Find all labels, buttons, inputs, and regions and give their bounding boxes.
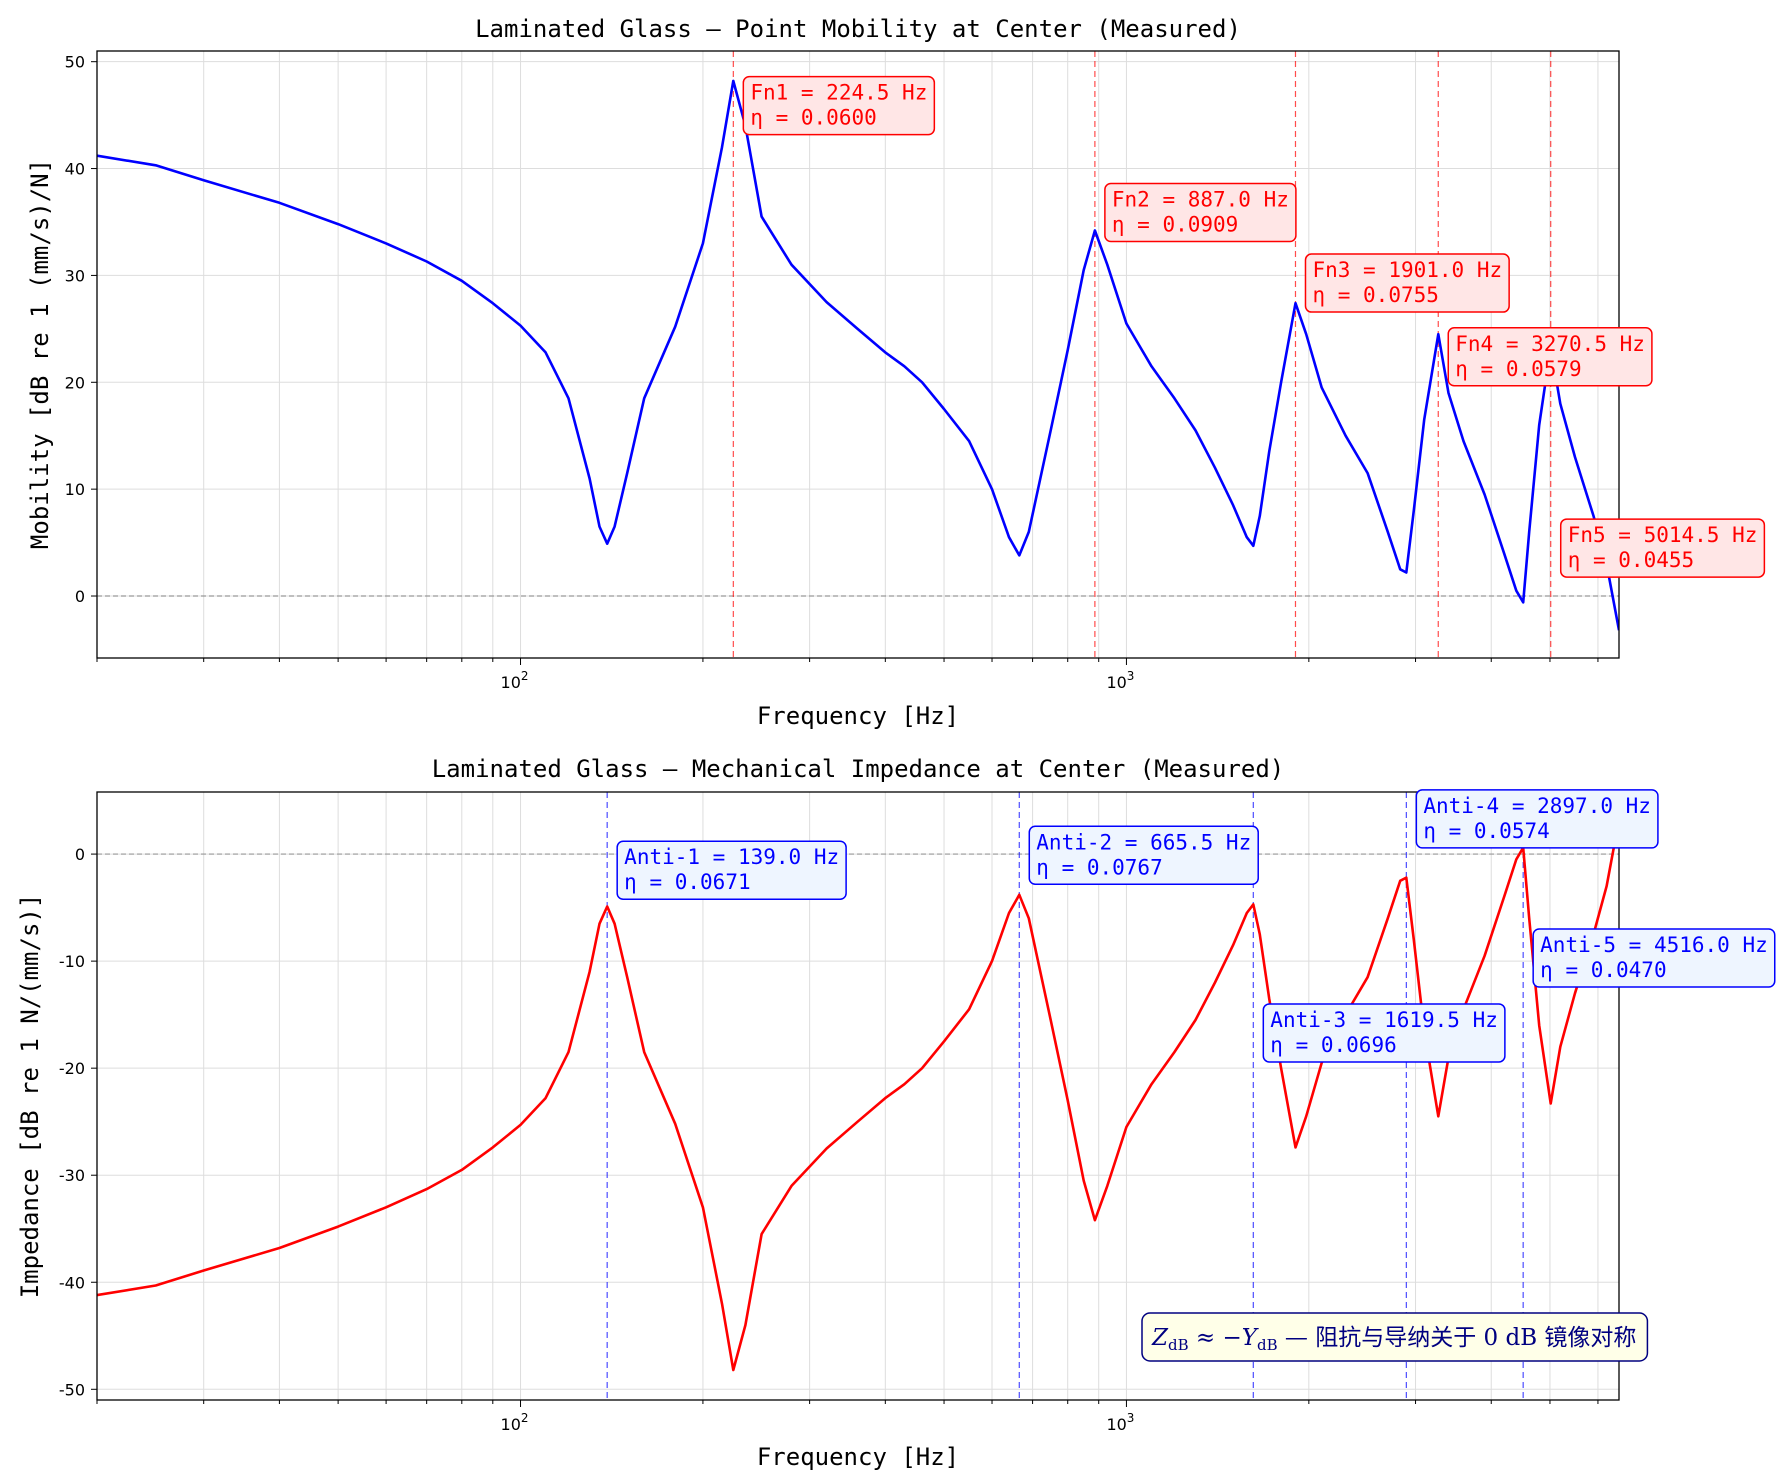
mobility-x-tick-label: 103 [1106,669,1134,692]
impedance-y-tick-label: 0 [75,845,85,864]
note-z-sub: dB [1168,1336,1189,1354]
mobility-annotation-eta: η = 0.0455 [1568,548,1694,572]
impedance-annotation-box [1415,789,1659,849]
mobility-y-tick-label: 40 [65,160,85,179]
mobility-annotation-2: Fn2 = 887.0 Hz η = 0.0909 [1104,182,1297,243]
impedance-annotation-label: Anti-3 = 1619.5 Hz [1270,1008,1498,1032]
mobility-annotation-eta: η = 0.0909 [1112,213,1238,237]
impedance-annotation-box [616,840,847,900]
note-rest: — 阻抗与导纳关于 0 dB 镜像对称 [1278,1325,1637,1351]
impedance-title: Laminated Glass — Mechanical Impedance a… [432,755,1285,783]
mobility-annotation-box [1559,518,1766,578]
note-y: Y [1242,1325,1260,1351]
mobility-annotation-box [742,75,936,136]
impedance-annotation-box [1532,928,1776,988]
impedance-x-tick-label: 102 [501,1411,529,1434]
mobility-annotation-label: Fn4 = 3270.5 Hz [1455,332,1645,356]
mobility-y-tick-label: 30 [65,266,85,285]
impedance-series-line [97,819,1619,1372]
mobility-annotation-label: Fn3 = 1901.0 Hz [1312,258,1502,282]
mobility-title: Laminated Glass — Point Mobility at Cent… [475,15,1241,43]
mobility-annotation-1: Fn1 = 224.5 Hz η = 0.0600 [742,75,936,136]
mobility-annotation-eta: η = 0.0579 [1455,357,1581,381]
mobility-annotation-label: Fn1 = 224.5 Hz [750,81,927,105]
impedance-ylabel: Impedance [dB re 1 N/(mm/s)] [16,894,44,1299]
impedance-y-tick-label: -40 [59,1273,85,1292]
impedance-grid [91,792,1619,1407]
mobility-y-tick-label: 0 [75,587,85,606]
impedance-y-tick-label: -10 [59,952,85,971]
impedance-x-tick-label: 103 [1106,1411,1134,1434]
mobility-x-tick-label: 102 [501,669,529,692]
mobility-xlabel: Frequency [Hz] [757,702,959,730]
impedance-annotation-label: Anti-2 = 665.5 Hz [1036,830,1251,854]
impedance-annotation-label: Anti-1 = 139.0 Hz [624,845,839,869]
note-z: Z [1151,1325,1169,1351]
mobility-y-tick-label: 10 [65,480,85,499]
mobility-subplot: Laminated Glass — Point Mobility at Cent… [26,15,1766,730]
impedance-annotation-label: Anti-4 = 2897.0 Hz [1423,794,1651,818]
mobility-annotation-box [1447,327,1653,387]
mobility-annotation-label: Fn5 = 5014.5 Hz [1568,523,1758,547]
mobility-annotation-box [1304,253,1510,313]
mobility-annotation-3: Fn3 = 1901.0 Hz η = 0.0755 [1304,253,1510,313]
impedance-y-tick-label: -50 [59,1380,85,1399]
impedance-annotation-5: Anti-5 = 4516.0 Hz η = 0.0470 [1532,928,1776,988]
impedance-annotation-eta: η = 0.0767 [1036,855,1162,879]
note-box-frame [1141,1312,1649,1362]
impedance-annotation-3: Anti-3 = 1619.5 Hz η = 0.0696 [1262,1003,1506,1063]
impedance-annotation-eta: η = 0.0574 [1423,819,1549,843]
note-y-sub: dB [1257,1336,1278,1354]
impedance-y-tick-label: -20 [59,1059,85,1078]
note-approx: ≈ − [1189,1325,1242,1351]
impedance-subplot: Laminated Glass — Mechanical Impedance a… [16,755,1776,1471]
impedance-annotation-2: Anti-2 = 665.5 Hz η = 0.0767 [1028,825,1259,886]
mobility-annotation-eta: η = 0.0600 [750,106,876,130]
impedance-annotation-label: Anti-5 = 4516.0 Hz [1540,933,1768,957]
mobility-axes-frame [96,50,1620,659]
impedance-annotation-eta: η = 0.0696 [1270,1033,1396,1057]
mobility-ylabel: Mobility [dB re 1 (mm/s)/N] [26,159,54,549]
impedance-annotation-box [1262,1003,1506,1063]
mobility-y-tick-label: 50 [65,53,85,72]
impedance-axes-frame [96,791,1620,1401]
impedance-annotation-box [1028,825,1259,886]
impedance-annotation-1: Anti-1 = 139.0 Hz η = 0.0671 [616,840,847,900]
mobility-series-line [97,79,1619,631]
mobility-grid [91,51,1619,665]
mobility-annotation-box [1104,182,1297,243]
impedance-y-tick-label: -30 [59,1166,85,1185]
mobility-annotation-label: Fn2 = 887.0 Hz [1112,188,1289,212]
impedance-annotation-eta: η = 0.0470 [1540,958,1666,982]
note-text: ZdB ≈ −YdB — 阻抗与导纳关于 0 dB 镜像对称 [1151,1325,1636,1354]
impedance-xlabel: Frequency [Hz] [757,1443,959,1471]
mirror-symmetry-note: ZdB ≈ −YdB — 阻抗与导纳关于 0 dB 镜像对称 [1141,1312,1649,1362]
mobility-annotation-4: Fn4 = 3270.5 Hz η = 0.0579 [1447,327,1653,387]
mobility-y-tick-label: 20 [65,373,85,392]
mobility-annotation-5: Fn5 = 5014.5 Hz η = 0.0455 [1559,518,1766,578]
mobility-annotation-eta: η = 0.0755 [1312,283,1438,307]
impedance-annotation-eta: η = 0.0671 [624,870,750,894]
impedance-annotation-4: Anti-4 = 2897.0 Hz η = 0.0574 [1415,789,1659,849]
